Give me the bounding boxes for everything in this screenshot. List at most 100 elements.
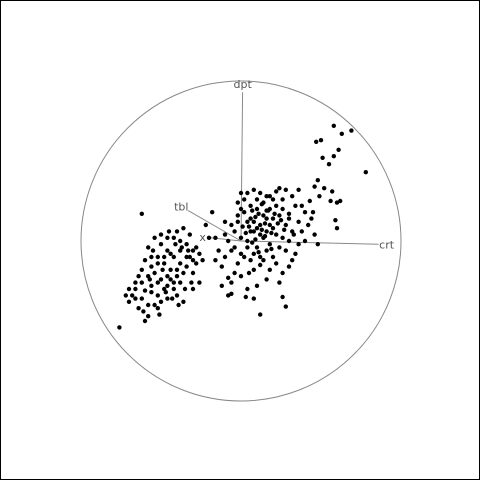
data-point (261, 258, 266, 263)
data-point (229, 248, 234, 253)
data-point (147, 277, 152, 282)
data-point (155, 261, 160, 266)
data-point (242, 197, 247, 202)
data-point (222, 219, 228, 224)
data-point (123, 293, 128, 298)
data-point (165, 248, 170, 253)
data-point (264, 229, 269, 234)
data-point (190, 286, 196, 292)
data-point (245, 219, 250, 224)
data-point (259, 202, 264, 207)
data-point (282, 227, 287, 232)
data-point (136, 274, 141, 279)
data-point (328, 198, 333, 204)
axes-layer: dpt tbl x crt (174, 78, 395, 251)
data-point (190, 258, 196, 263)
data-point (250, 240, 255, 245)
data-point (299, 203, 304, 208)
data-point (190, 270, 196, 276)
data-point (283, 187, 288, 192)
data-point (277, 213, 282, 218)
data-point (258, 312, 263, 317)
data-point (349, 128, 354, 133)
data-point (277, 186, 282, 191)
data-point (133, 296, 138, 301)
data-point (286, 238, 292, 244)
data-point (290, 229, 295, 234)
data-point (158, 277, 164, 282)
data-point (130, 293, 135, 298)
axis-label-tbl: tbl (174, 201, 188, 214)
data-point (142, 288, 148, 293)
data-point (184, 254, 189, 260)
data-point (194, 261, 199, 266)
data-point (326, 162, 332, 167)
data-point (117, 325, 122, 330)
data-point (235, 213, 240, 218)
data-point (296, 219, 301, 224)
points-layer (117, 123, 368, 330)
data-point (222, 232, 228, 237)
data-point (331, 154, 336, 159)
data-point (314, 139, 319, 144)
data-point (187, 254, 192, 260)
data-point (245, 245, 250, 250)
data-point (190, 248, 196, 253)
data-point (165, 296, 170, 301)
data-point (158, 299, 164, 304)
data-point (299, 229, 304, 234)
data-point (246, 270, 252, 276)
data-point (200, 258, 205, 263)
data-point (146, 302, 151, 308)
data-point (256, 250, 261, 255)
data-point (187, 232, 192, 237)
data-point (258, 232, 263, 237)
data-point (302, 210, 308, 215)
data-point (165, 283, 170, 288)
data-point (149, 283, 154, 288)
data-point (333, 218, 338, 223)
data-point (165, 235, 170, 240)
data-point (226, 238, 231, 244)
data-point (174, 229, 180, 234)
data-point (162, 254, 167, 260)
data-point (176, 302, 181, 308)
data-point (296, 242, 301, 247)
data-point (245, 190, 250, 196)
data-point (277, 245, 282, 250)
data-point (267, 222, 272, 228)
data-point (158, 242, 164, 247)
data-point (242, 210, 247, 215)
data-point (171, 235, 176, 240)
data-point (264, 216, 269, 221)
data-point (277, 280, 282, 285)
data-point (139, 280, 144, 285)
data-point (251, 296, 256, 301)
data-point (320, 155, 325, 160)
data-point (170, 296, 175, 301)
data-point (266, 208, 271, 213)
data-point (339, 131, 344, 136)
data-point (334, 226, 340, 231)
data-point (142, 258, 148, 263)
data-point (240, 224, 245, 229)
data-point (251, 251, 256, 256)
data-point (274, 189, 279, 194)
data-point (206, 235, 212, 240)
data-point (274, 261, 279, 266)
data-point (141, 309, 146, 314)
data-point (126, 299, 132, 304)
data-point (317, 194, 322, 199)
axis-label-dpt: dpt (234, 78, 253, 91)
data-point (243, 230, 248, 236)
data-point (232, 270, 237, 276)
data-point (197, 280, 202, 285)
data-point (250, 208, 255, 213)
data-point (336, 147, 341, 152)
data-point (280, 197, 285, 202)
data-point (178, 238, 183, 244)
data-point (158, 232, 164, 237)
unit-circle (80, 80, 402, 402)
data-point (139, 211, 144, 216)
data-point (232, 245, 237, 250)
